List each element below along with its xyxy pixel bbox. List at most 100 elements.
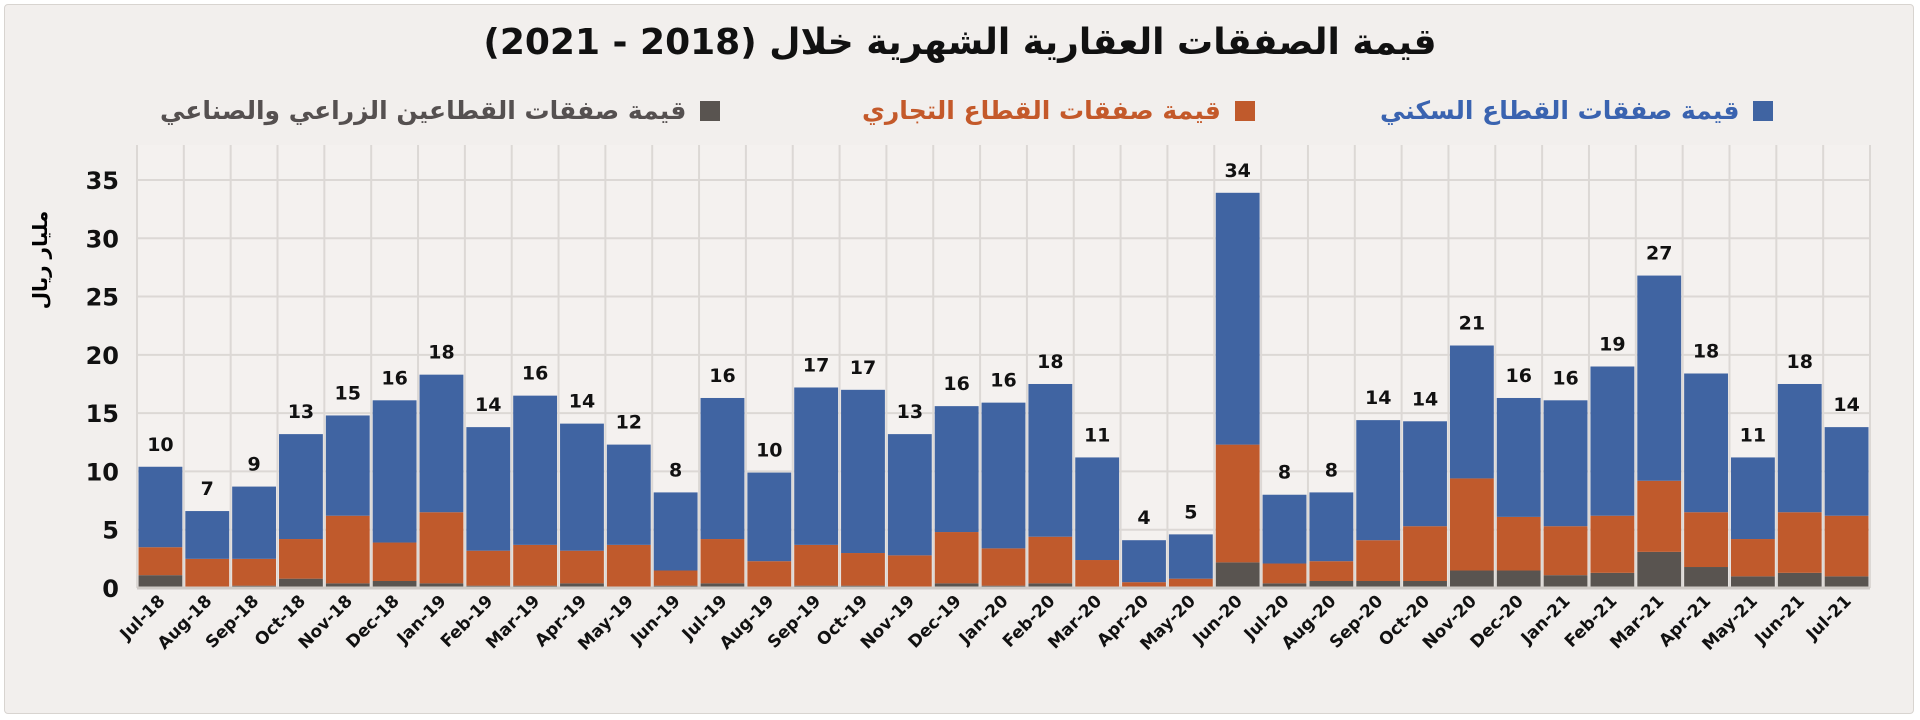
bar-segment-residential: [1028, 383, 1073, 537]
bar-segment-commercial: [325, 515, 370, 584]
bar-segment-commercial: [934, 532, 979, 584]
bar-segment-residential: [887, 434, 932, 556]
bar-segment-agri: [372, 581, 417, 588]
bar-segment-residential: [232, 486, 277, 559]
bar-segment-commercial: [1637, 480, 1682, 552]
bar-segment-residential: [1637, 275, 1682, 481]
total-data-label: 19: [1599, 334, 1625, 356]
y-tick-label: 5: [102, 517, 119, 545]
bar-segment-residential: [794, 387, 839, 545]
bar-segment-agri: [1730, 576, 1775, 588]
total-data-label: 16: [1505, 365, 1531, 387]
total-data-label: 14: [569, 391, 595, 413]
y-tick-label: 35: [86, 167, 119, 195]
total-data-label: 17: [850, 357, 876, 379]
bar-segment-residential: [279, 434, 323, 540]
bar-segment-residential: [1543, 400, 1588, 527]
bar-segment-agri: [1356, 581, 1401, 588]
total-data-label: 15: [335, 382, 361, 404]
bar-segment-residential: [841, 389, 885, 554]
total-data-label: 11: [1740, 424, 1766, 446]
bar-segment-agri: [279, 578, 323, 588]
bar-segment-commercial: [1824, 515, 1869, 577]
bar-segment-commercial: [981, 548, 1026, 586]
legend-swatch-agri: [700, 100, 721, 121]
legend-swatch-residential: [1753, 100, 1774, 121]
bar-segment-residential: [1356, 420, 1401, 541]
bar-segment-residential: [1777, 383, 1822, 513]
x-tick-label: Jun-19: [627, 591, 685, 649]
bar-segment-commercial: [700, 539, 745, 584]
total-data-label: 13: [288, 401, 314, 423]
total-data-label: 14: [475, 394, 501, 416]
bar-segment-residential: [981, 402, 1026, 549]
bar-segment-commercial: [1730, 539, 1775, 577]
bar-segment-commercial: [138, 547, 183, 576]
total-data-label: 7: [201, 478, 214, 500]
total-data-label: 16: [1552, 367, 1578, 389]
total-data-label: 4: [1137, 507, 1150, 529]
bar-segment-commercial: [1356, 540, 1401, 582]
bar-segment-commercial: [1262, 563, 1307, 584]
bar-segment-agri: [1824, 576, 1869, 588]
legend-agri-industrial: قيمة صفقات القطاعين الزراعي والصناعي: [160, 96, 721, 125]
y-tick-label: 25: [86, 284, 119, 312]
total-data-label: 8: [669, 459, 682, 481]
total-data-label: 10: [147, 434, 173, 456]
y-tick-label: 0: [102, 575, 119, 603]
total-data-label: 12: [616, 412, 642, 434]
bar-segment-commercial: [1449, 478, 1494, 571]
bar-segment-residential: [1075, 457, 1120, 561]
total-data-label: 18: [1693, 340, 1719, 362]
bar-segment-commercial: [513, 544, 558, 586]
bar-segment-residential: [1496, 397, 1541, 517]
bar-segment-commercial: [1496, 516, 1541, 571]
total-data-label: 16: [990, 370, 1016, 392]
y-tick-label: 10: [86, 458, 119, 486]
bar-segment-residential: [1168, 534, 1213, 579]
total-data-label: 11: [1084, 424, 1110, 446]
bar-segment-residential: [1684, 373, 1728, 513]
total-data-label: 16: [381, 367, 407, 389]
chart-title: قيمة الصفقات العقارية الشهرية خلال (2018…: [483, 22, 1437, 63]
bar-segment-commercial: [185, 558, 230, 587]
x-tick-label: Jun-20: [1189, 591, 1247, 649]
x-tick-label: Jul-21: [1802, 591, 1856, 645]
total-data-label: 16: [522, 363, 548, 385]
bar-segment-commercial: [466, 550, 511, 586]
bar-segment-residential: [1215, 192, 1260, 445]
total-data-label: 18: [1787, 351, 1813, 373]
bar-segment-commercial: [1028, 536, 1073, 584]
bar-segment-agri: [1262, 583, 1307, 588]
bar-segment-residential: [934, 406, 979, 533]
bar-segment-residential: [1590, 366, 1635, 516]
bar-segment-residential: [606, 444, 651, 545]
bar-segment-commercial: [1075, 560, 1120, 587]
bar-segment-commercial: [372, 542, 417, 582]
total-data-label: 18: [428, 342, 454, 364]
bar-segment-residential: [1824, 427, 1869, 516]
bar-segment-residential: [560, 423, 604, 551]
legend-commercial: قيمة صفقات القطاع التجاري: [862, 96, 1255, 125]
legend-label-residential: قيمة صفقات القطاع السكني: [1380, 96, 1740, 125]
total-data-label: 16: [943, 373, 969, 395]
bar-segment-agri: [1403, 581, 1447, 588]
bar-segment-agri: [934, 583, 979, 588]
bar-segment-residential: [372, 400, 417, 543]
legend-label-commercial: قيمة صفقات القطاع التجاري: [862, 96, 1221, 125]
bar-segment-agri: [325, 583, 370, 588]
bar-segment-residential: [325, 415, 370, 516]
total-data-label: 21: [1459, 313, 1485, 335]
bar-segment-residential: [1262, 494, 1307, 564]
bar-segment-commercial: [747, 561, 792, 587]
total-data-label: 10: [756, 440, 782, 462]
total-data-label: 14: [1833, 394, 1859, 416]
bar-segment-residential: [700, 397, 745, 540]
bar-segment-commercial: [419, 512, 464, 584]
bar-segment-commercial: [1122, 582, 1166, 588]
bar-segment-agri: [419, 583, 464, 588]
bar-segment-agri: [1215, 562, 1260, 588]
bar-segment-commercial: [232, 558, 277, 586]
total-data-label: 14: [1365, 387, 1391, 409]
bar-segment-agri: [700, 583, 745, 588]
